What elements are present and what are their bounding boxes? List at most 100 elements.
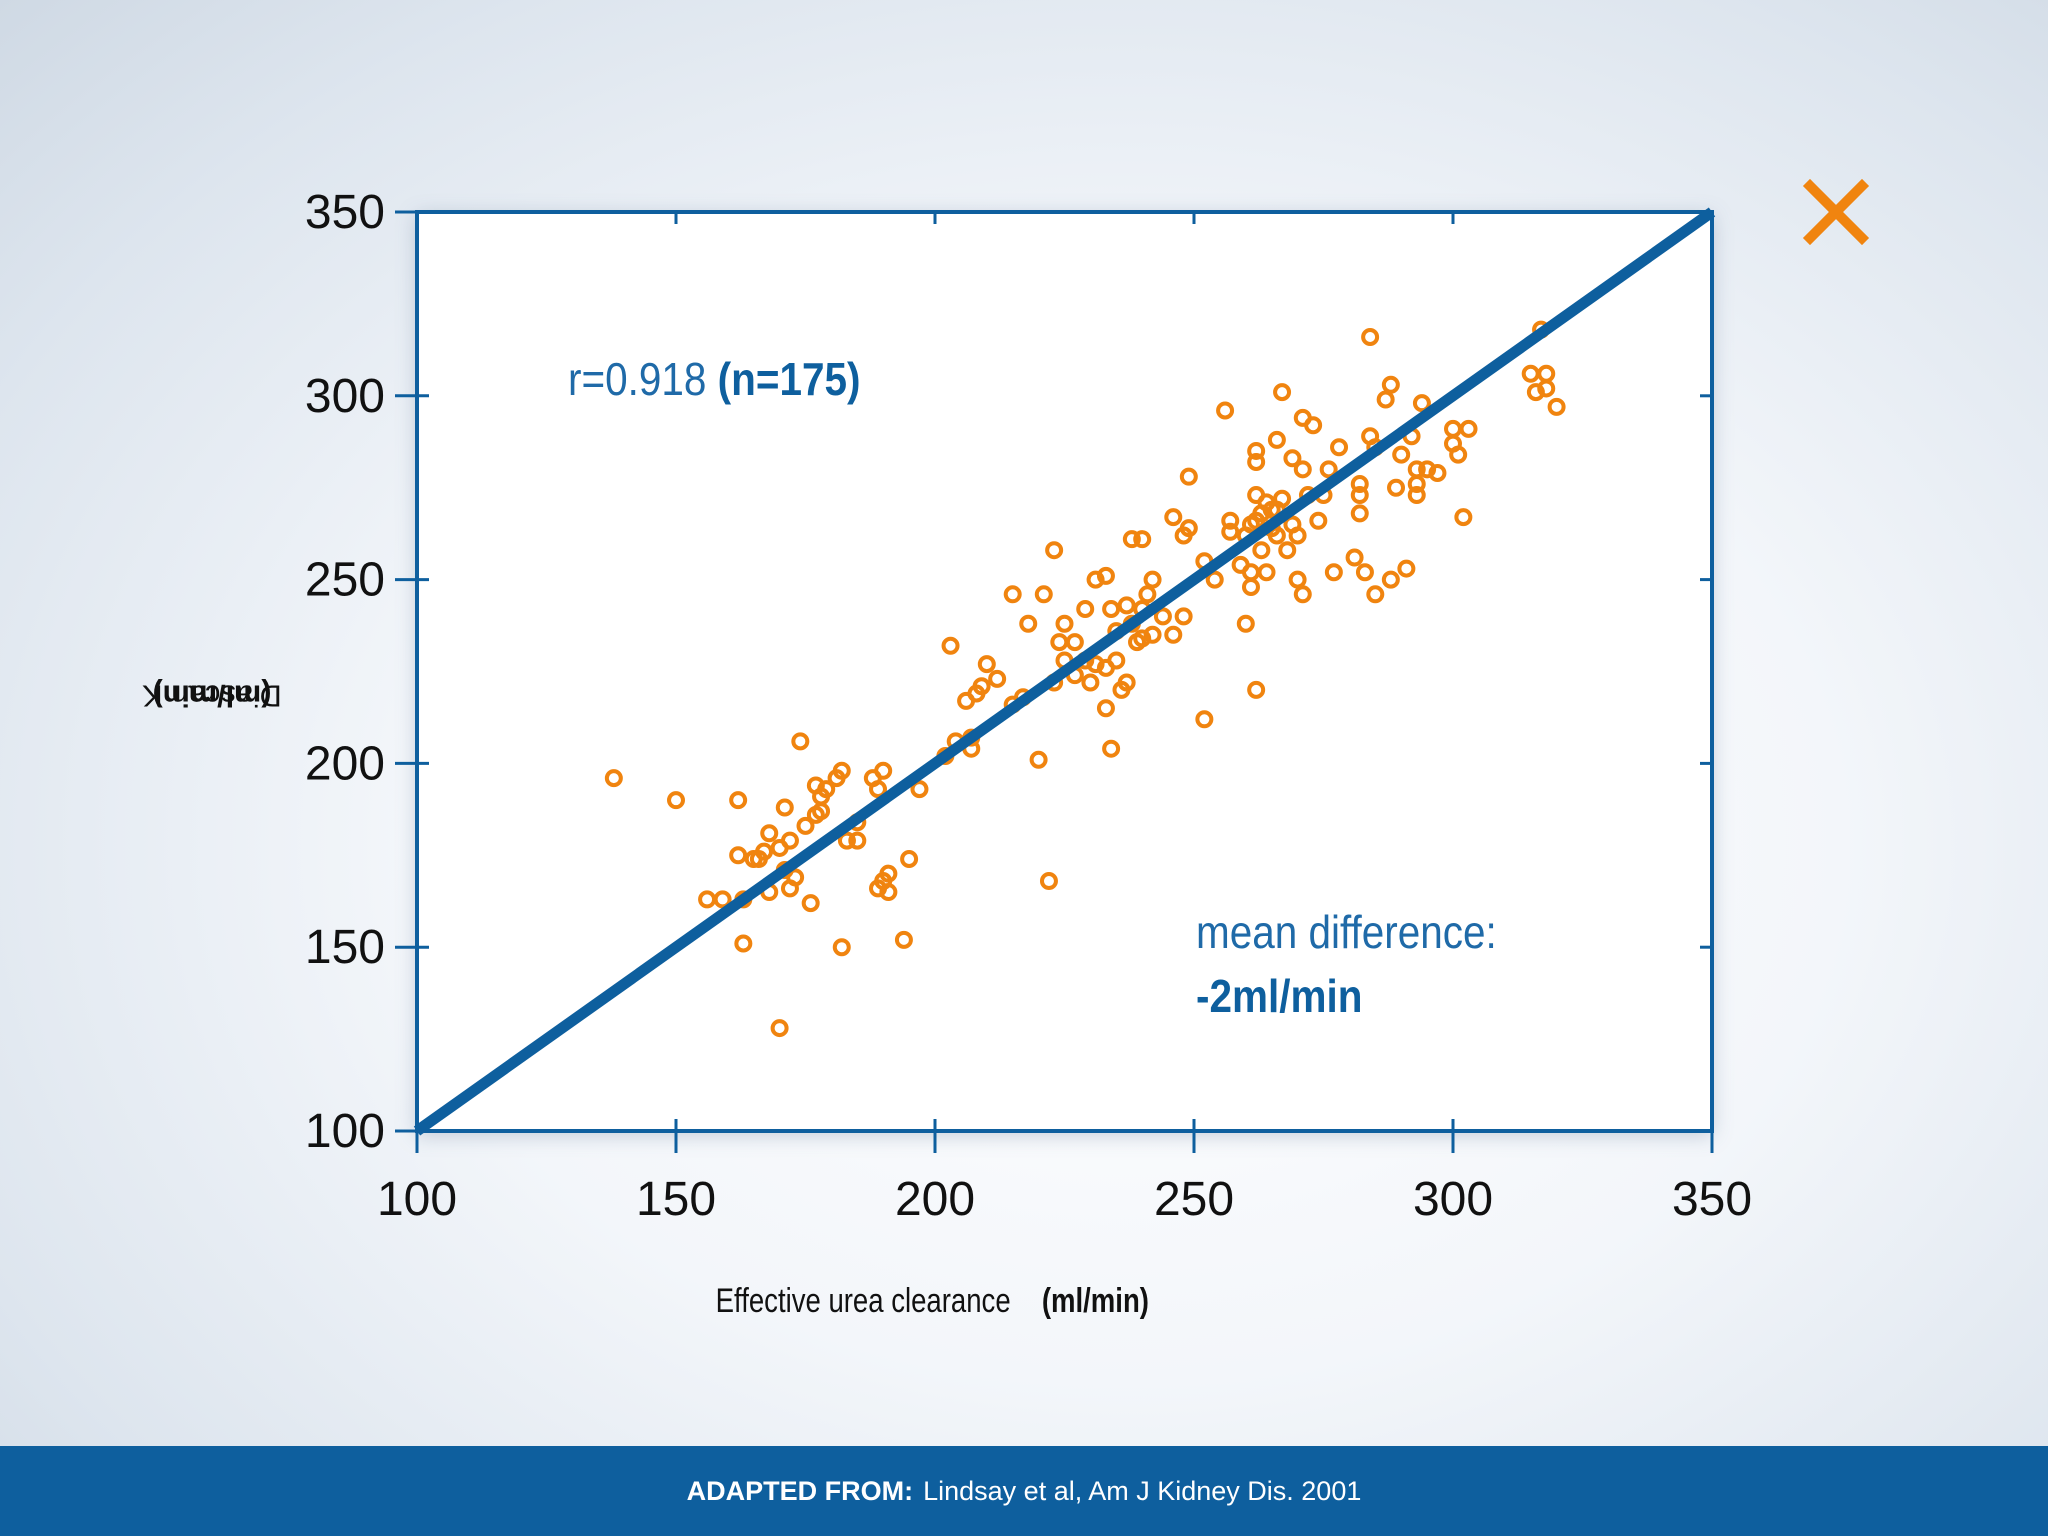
data-point bbox=[1547, 397, 1566, 416]
data-point bbox=[1076, 600, 1095, 619]
data-point bbox=[1324, 563, 1343, 582]
data-point bbox=[1350, 475, 1369, 494]
data-point bbox=[1350, 486, 1369, 505]
data-point bbox=[1133, 629, 1152, 648]
data-point bbox=[729, 846, 748, 865]
y-tick-label: 150 bbox=[305, 921, 385, 974]
y-tick-label: 300 bbox=[305, 370, 385, 423]
data-point bbox=[1288, 526, 1307, 545]
close-button[interactable] bbox=[1796, 172, 1876, 252]
r-value: r=0.918 bbox=[568, 353, 707, 405]
data-point bbox=[1102, 739, 1121, 758]
data-point bbox=[1247, 441, 1266, 460]
tick-labels: 100 150 200 250 300 350 100 150 200 250 300 350 bbox=[305, 186, 1752, 1226]
data-point bbox=[1345, 548, 1364, 567]
data-point bbox=[1454, 508, 1473, 527]
data-point bbox=[1221, 522, 1240, 541]
data-point bbox=[1122, 530, 1141, 549]
data-point bbox=[1304, 416, 1323, 435]
data-point bbox=[1247, 680, 1266, 699]
data-point bbox=[941, 636, 960, 655]
data-point bbox=[1428, 463, 1447, 482]
data-point bbox=[1195, 710, 1214, 729]
data-point bbox=[1283, 449, 1302, 468]
data-point bbox=[1153, 607, 1172, 626]
data-point bbox=[1143, 570, 1162, 589]
data-point bbox=[749, 849, 768, 868]
data-point bbox=[780, 831, 799, 850]
x-axis-title: Effective urea clearance bbox=[715, 1282, 1011, 1320]
data-point bbox=[1107, 651, 1126, 670]
data-point bbox=[1045, 541, 1064, 560]
n-value: (n=175) bbox=[717, 353, 861, 405]
data-point bbox=[863, 769, 882, 788]
data-point bbox=[1039, 872, 1058, 891]
data-point bbox=[1164, 508, 1183, 527]
data-point bbox=[1252, 541, 1271, 560]
data-point bbox=[1003, 585, 1022, 604]
data-point bbox=[1293, 585, 1312, 604]
x-tick-label: 150 bbox=[636, 1173, 716, 1226]
footer-bar: ADAPTED FROM: Lindsay et al, Am J Kidney… bbox=[0, 1446, 2048, 1536]
close-x-icon bbox=[1802, 178, 1870, 246]
data-point bbox=[977, 655, 996, 674]
data-point bbox=[972, 677, 991, 696]
x-tick-label: 100 bbox=[377, 1173, 457, 1226]
data-point bbox=[713, 890, 732, 909]
data-point bbox=[1034, 585, 1053, 604]
data-point bbox=[1133, 530, 1152, 549]
data-point bbox=[1117, 673, 1136, 692]
data-point bbox=[1330, 438, 1349, 457]
data-point bbox=[1247, 452, 1266, 471]
data-point bbox=[1418, 460, 1437, 479]
y-tick-label: 100 bbox=[305, 1105, 385, 1158]
mean-value: -2ml/min bbox=[1196, 970, 1363, 1022]
data-point bbox=[1387, 478, 1406, 497]
data-point bbox=[1221, 511, 1240, 530]
correlation-annotation: r=0.918 (n=175) bbox=[568, 352, 861, 406]
data-point bbox=[775, 798, 794, 817]
data-point bbox=[1319, 460, 1338, 479]
data-point bbox=[1236, 614, 1255, 633]
y-tick-label: 350 bbox=[305, 186, 385, 239]
data-point bbox=[1381, 375, 1400, 394]
data-point bbox=[900, 849, 919, 868]
data-point bbox=[1138, 585, 1157, 604]
data-point bbox=[760, 824, 779, 843]
data-point bbox=[1029, 750, 1048, 769]
data-point bbox=[1086, 655, 1105, 674]
data-point bbox=[1350, 504, 1369, 523]
data-point bbox=[1526, 383, 1545, 402]
data-point bbox=[1361, 327, 1380, 346]
data-point bbox=[1086, 570, 1105, 589]
data-point bbox=[988, 669, 1007, 688]
data-point bbox=[604, 769, 623, 788]
data-point bbox=[1376, 390, 1395, 409]
data-point bbox=[1288, 570, 1307, 589]
x-axis-unit: (ml/min) bbox=[1041, 1282, 1149, 1320]
data-point bbox=[1537, 364, 1556, 383]
data-point bbox=[1019, 614, 1038, 633]
data-point bbox=[1449, 445, 1468, 464]
x-tick-label: 250 bbox=[1154, 1173, 1234, 1226]
data-point bbox=[1309, 511, 1328, 530]
x-tick-label: 300 bbox=[1413, 1173, 1493, 1226]
identity-line bbox=[413, 207, 1716, 1136]
y-axis-unit: (ml/min) bbox=[152, 678, 272, 713]
data-point bbox=[1179, 519, 1198, 538]
data-point bbox=[1459, 419, 1478, 438]
data-point bbox=[817, 780, 836, 799]
footer-citation: Lindsay et al, Am J Kidney Dis. 2001 bbox=[923, 1475, 1362, 1506]
data-point bbox=[786, 868, 805, 887]
data-point bbox=[832, 938, 851, 957]
y-tick-label: 200 bbox=[305, 737, 385, 790]
x-tick-label: 350 bbox=[1672, 1173, 1752, 1226]
data-point bbox=[1179, 467, 1198, 486]
axis-ticks bbox=[395, 210, 1714, 1153]
data-point bbox=[1055, 614, 1074, 633]
x-axis-label: Effective urea clearance (ml/min) bbox=[0, 1282, 1854, 1321]
x-tick-label: 200 bbox=[895, 1173, 975, 1226]
data-point bbox=[1407, 460, 1426, 479]
footer-prefix: ADAPTED FROM: bbox=[686, 1475, 914, 1506]
